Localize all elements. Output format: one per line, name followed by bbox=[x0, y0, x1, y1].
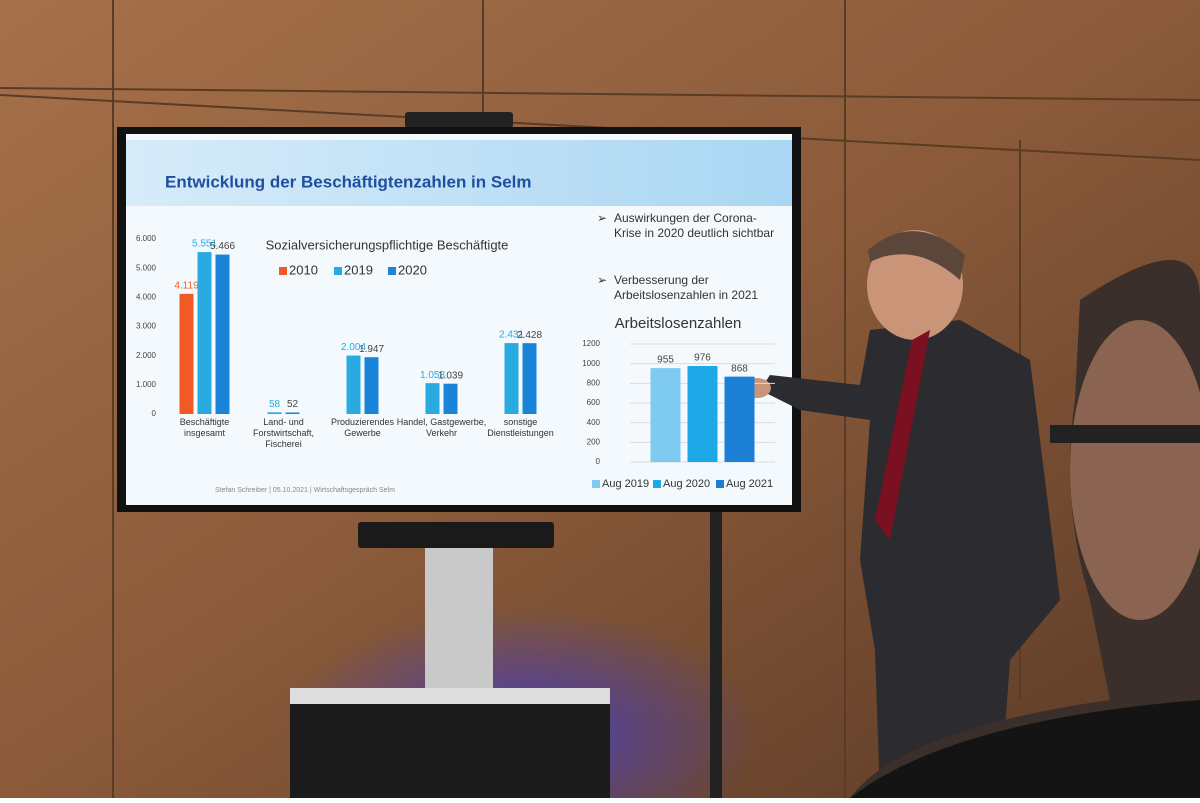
legend-swatch bbox=[653, 480, 661, 488]
y-tick-label: 0 bbox=[596, 457, 601, 466]
bullet-text: Verbesserung der Arbeitslosenzahlen in 2… bbox=[614, 273, 759, 302]
bar bbox=[425, 383, 440, 414]
bullet: Verbesserung der Arbeitslosenzahlen in 2… bbox=[614, 273, 759, 302]
data-label: 1.947 bbox=[359, 344, 384, 355]
data-label: 1.039 bbox=[438, 370, 463, 381]
slide-title: Entwicklung der Beschäftigtenzahlen in S… bbox=[165, 172, 532, 191]
bar bbox=[443, 383, 458, 414]
data-label: 5.466 bbox=[210, 241, 235, 252]
audience-member bbox=[850, 260, 1200, 798]
y-tick-label: 3.000 bbox=[136, 322, 157, 331]
bar bbox=[179, 293, 194, 414]
y-tick-label: 200 bbox=[587, 437, 601, 446]
data-label: 5.551 bbox=[192, 239, 217, 250]
chart-title: Sozialversicherungspflichtige Beschäftig… bbox=[266, 237, 509, 252]
stand-pole bbox=[710, 510, 722, 798]
y-tick-label: 1200 bbox=[582, 339, 600, 348]
data-label: 52 bbox=[287, 399, 299, 410]
y-tick-label: 0 bbox=[152, 409, 157, 418]
legend-label: Aug 2021 bbox=[726, 478, 773, 490]
data-label: 58 bbox=[269, 399, 281, 410]
data-label: 976 bbox=[694, 353, 711, 364]
x-tick-label-text: Beschäftigte insgesamt bbox=[179, 417, 230, 438]
camera bbox=[405, 112, 513, 128]
bar bbox=[267, 412, 282, 414]
y-tick-label: 800 bbox=[587, 378, 601, 387]
legend-swatch bbox=[592, 480, 600, 488]
legend-swatch bbox=[279, 267, 287, 275]
data-label: 4.119 bbox=[174, 281, 199, 292]
legend-label: Aug 2019 bbox=[602, 478, 649, 490]
bar bbox=[504, 343, 519, 414]
x-tick-label-text: sonstige Dienstleistungen bbox=[487, 417, 554, 438]
x-tick-label: Handel, Gastgewerbe, Verkehr bbox=[396, 417, 487, 438]
data-label: 1.058 bbox=[420, 370, 445, 381]
stand-column bbox=[425, 540, 493, 700]
bar bbox=[285, 412, 300, 414]
title-bar bbox=[126, 140, 792, 206]
x-tick-label-text: Land- und Forstwirtschaft, Fischerei bbox=[252, 417, 314, 449]
data-label: 868 bbox=[731, 363, 748, 374]
slide-footer: Stefan Schreiber | 05.10.2021 | Wirtscha… bbox=[215, 487, 395, 494]
cabinet bbox=[290, 690, 610, 798]
x-tick-label: Produzierendes Gewerbe bbox=[330, 417, 395, 438]
bullet-text: Auswirkungen der Corona-Krise in 2020 de… bbox=[614, 211, 775, 240]
bullet-marker: ➢ bbox=[597, 211, 607, 225]
legend-label: 2019 bbox=[344, 262, 373, 277]
bullet: Auswirkungen der Corona-Krise in 2020 de… bbox=[614, 211, 775, 240]
bar bbox=[650, 368, 681, 462]
x-tick-label: Land- und Forstwirtschaft, Fischerei bbox=[252, 417, 314, 449]
legend-swatch bbox=[716, 480, 724, 488]
y-tick-label: 4.000 bbox=[136, 292, 157, 301]
bar bbox=[346, 355, 361, 414]
chart-title: Arbeitslosenzahlen bbox=[615, 315, 742, 332]
data-label: 2.431 bbox=[499, 330, 524, 341]
y-tick-label: 1000 bbox=[582, 359, 600, 368]
soundbar bbox=[358, 522, 554, 548]
data-label: 2.428 bbox=[517, 330, 542, 341]
bar bbox=[724, 376, 755, 462]
bar bbox=[364, 357, 379, 414]
legend-swatch bbox=[388, 267, 396, 275]
y-tick-label: 600 bbox=[587, 398, 601, 407]
data-label: 955 bbox=[657, 355, 674, 366]
bar bbox=[687, 366, 718, 462]
y-tick-label: 2.000 bbox=[136, 351, 157, 360]
bullet-marker: ➢ bbox=[597, 273, 607, 287]
legend-label: Aug 2020 bbox=[663, 478, 710, 490]
y-tick-label: 400 bbox=[587, 418, 601, 427]
x-tick-label: sonstige Dienstleistungen bbox=[487, 417, 554, 438]
cabinet-top bbox=[290, 688, 610, 704]
legend-label: 2020 bbox=[398, 262, 427, 277]
presenter bbox=[743, 230, 1060, 798]
data-label: 2.004 bbox=[341, 342, 366, 353]
bar bbox=[197, 252, 212, 414]
legend-swatch bbox=[334, 267, 342, 275]
x-tick-label-text: Produzierendes Gewerbe bbox=[330, 417, 395, 438]
y-tick-label: 5.000 bbox=[136, 263, 157, 272]
bar bbox=[522, 343, 537, 414]
bar bbox=[215, 254, 230, 414]
legend-label: 2010 bbox=[289, 262, 318, 277]
x-tick-label-text: Handel, Gastgewerbe, Verkehr bbox=[396, 417, 487, 438]
y-tick-label: 1.000 bbox=[136, 380, 157, 389]
y-tick-label: 6.000 bbox=[136, 234, 157, 243]
x-tick-label: Beschäftigte insgesamt bbox=[179, 417, 230, 438]
